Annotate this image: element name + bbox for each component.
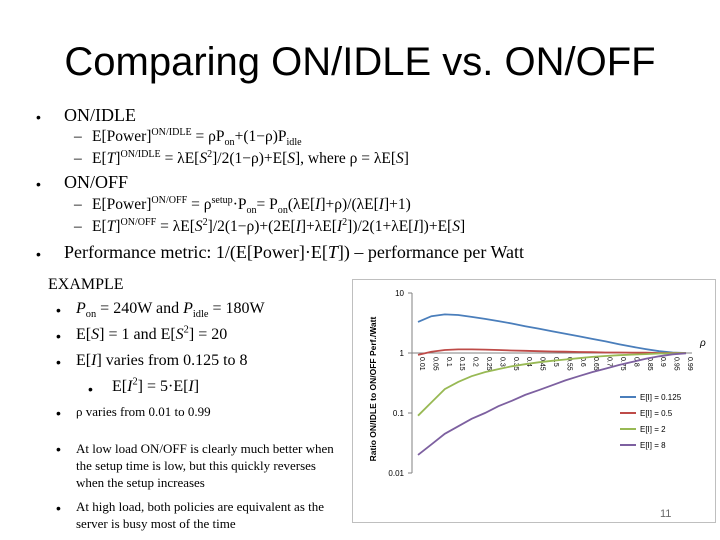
x-category-label: 0.25 <box>485 357 492 371</box>
note-low-load: At low load ON/OFF is clearly much bette… <box>76 441 334 490</box>
note-high-load: At high load, both policies are equivale… <box>76 499 325 531</box>
example-sub-item: E[I2] = 5·E[I] <box>112 376 200 395</box>
slide-number: 11 <box>660 508 672 520</box>
bullet-glyph: • <box>56 302 61 318</box>
formula-time-on-idle: – E[T]ON/IDLE = λE[S2]/2(1−ρ)+E[S], where… <box>74 148 409 167</box>
bullet-glyph: • <box>36 176 41 192</box>
x-category-label: 0.65 <box>592 357 599 371</box>
bullet-glyph: • <box>36 109 41 125</box>
x-category-label: 0.99 <box>686 357 693 371</box>
ratio-chart: Ratio ON/IDLE to ON/OFF Perf./Watt 10 1 0.… <box>352 279 716 523</box>
x-axis-symbol: ρ <box>699 338 706 349</box>
x-category-label: 0.6 <box>579 357 586 367</box>
x-category-label: 0.3 <box>498 357 505 367</box>
bullet-glyph: • <box>56 354 61 370</box>
section-label-on-idle: ON/IDLE <box>64 105 136 125</box>
series-line-3 <box>417 352 687 417</box>
formula-power-on-off: – E[Power]ON/OFF = ρsetup·Pon= Pon(λE[I]+… <box>74 194 411 217</box>
section-label-on-off: ON/OFF <box>64 172 129 192</box>
x-category-label: 0.85 <box>646 357 653 371</box>
x-category-label: 0.95 <box>673 357 680 371</box>
y-tick-label: 0.1 <box>393 409 405 418</box>
x-category-label: 0.4 <box>525 357 532 367</box>
bullet-glyph: • <box>36 246 41 262</box>
x-category-label: 0.5 <box>552 357 559 367</box>
x-category-label: 0.15 <box>458 357 465 371</box>
x-category-label: 0.2 <box>472 357 479 367</box>
series-line-2 <box>417 348 686 356</box>
x-category-label: 0.7 <box>606 357 613 367</box>
y-tick-label: 0.01 <box>388 469 404 478</box>
x-category-label: 0.45 <box>539 357 546 371</box>
x-category-label: 0.9 <box>659 357 666 367</box>
chart-ylabel: Ratio ON/IDLE to ON/OFF Perf./Watt <box>368 317 378 462</box>
x-category-label: 0.05 <box>431 357 438 371</box>
series-line-1 <box>417 313 687 354</box>
legend-label: E[I] = 2 <box>640 425 666 434</box>
x-category-label: 0.55 <box>565 357 572 371</box>
bullet-glyph: • <box>56 328 61 344</box>
example-item-service: E[S] = 1 and E[S2] = 20 <box>76 324 228 343</box>
legend-label: E[I] = 0.5 <box>640 409 673 418</box>
example-heading: EXAMPLE <box>48 276 124 293</box>
x-category-label: 0.1 <box>445 357 452 367</box>
series-line-4 <box>417 352 687 456</box>
y-tick-label: 10 <box>395 289 404 298</box>
bullet-glyph: • <box>56 405 61 421</box>
x-category-label: 0.01 <box>418 357 425 371</box>
slide-title: Comparing ON/IDLE vs. ON/OFF <box>64 40 656 84</box>
performance-metric: Performance metric: 1/(E[Power]·E[T]) – … <box>64 242 525 262</box>
bullet-glyph: • <box>56 441 61 457</box>
rho-range: ρ varies from 0.01 to 0.99 <box>76 404 211 419</box>
example-item-idle: E[I] varies from 0.125 to 8 <box>76 352 248 369</box>
y-tick-label: 1 <box>400 349 405 358</box>
legend-label: E[I] = 8 <box>640 441 666 450</box>
x-category-label: 0.35 <box>512 357 519 371</box>
legend-label: E[I] = 0.125 <box>640 393 682 402</box>
formula-time-on-off: – E[T]ON/OFF = λE[S2]/2(1−ρ)+(2E[I]+λE[I2… <box>74 216 466 235</box>
formula-power-on-idle: – E[Power]ON/IDLE = ρPon+(1−ρ)Pidle <box>74 126 302 149</box>
bullet-glyph: • <box>88 381 93 397</box>
example-item-power: Pon = 240W and Pidle = 180W <box>76 300 265 321</box>
bullet-glyph: • <box>56 500 61 516</box>
